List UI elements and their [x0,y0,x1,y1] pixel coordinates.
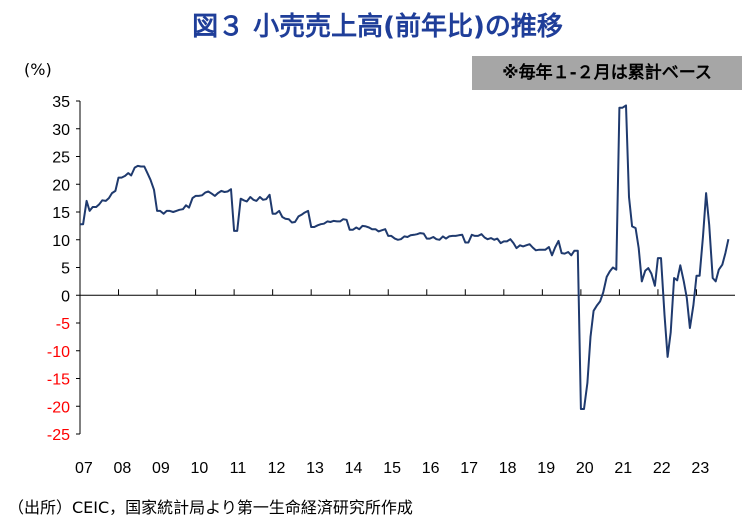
y-tick-label: 5 [61,261,70,278]
series-line [80,104,730,410]
x-tick-label: 20 [576,460,594,477]
note-box: ※毎年１-２月は累計ベース [472,56,742,90]
y-tick-label: -20 [47,399,70,416]
y-tick-label: 20 [52,177,70,194]
x-tick-label: 08 [113,460,131,477]
x-tick-label: 21 [614,460,632,477]
chart-title: 図３ 小売売上高(前年比)の推移 [192,12,563,42]
source-note: （出所）CEIC，国家統計局より第一生命経済研究所作成 [8,498,413,517]
y-tick-label: 10 [52,233,70,250]
y-axis-unit-label: (%) [24,60,52,79]
y-tick-label: 25 [52,150,70,167]
x-tick-label: 12 [268,460,286,477]
x-tick-label: 09 [152,460,170,477]
x-tick-label: 23 [691,460,709,477]
x-tick-label: 15 [383,460,401,477]
y-tick-label: -10 [47,344,70,361]
x-tick-label: 10 [191,460,209,477]
x-tick-label: 13 [306,460,324,477]
y-tick-label: -25 [47,427,70,444]
y-tick-label: -5 [56,316,70,333]
x-tick-label: 22 [653,460,671,477]
x-tick-label: 07 [75,460,93,477]
x-tick-label: 16 [422,460,440,477]
x-axis-ticks: 07 08 09 10 11 12 13 14 15 16 17 18 19 20 21 22 23 [75,289,709,477]
x-tick-label: 14 [345,460,363,477]
y-tick-label: 35 [52,94,70,111]
x-tick-label: 18 [499,460,517,477]
y-tick-label: 30 [52,122,70,139]
y-tick-label: -15 [47,372,70,389]
y-tick-label: 15 [52,205,70,222]
y-tick-label: 0 [61,288,70,305]
x-tick-label: 19 [537,460,555,477]
x-tick-label: 17 [460,460,478,477]
x-tick-label: 11 [230,460,247,477]
y-axis-ticks: 35 30 25 20 15 10 5 0 -5 -10 -15 -20 -25 [47,94,80,444]
